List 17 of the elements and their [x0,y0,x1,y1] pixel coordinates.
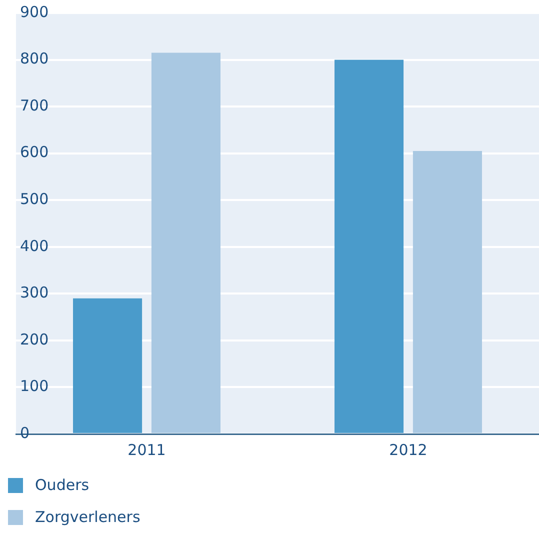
y-tick-label: 100 [20,377,49,396]
bar [151,52,220,433]
y-tick-label: 400 [20,236,49,255]
bar [412,150,482,433]
y-tick-label: 800 [20,50,49,68]
bar [73,298,142,433]
x-tick-label: 2012 [389,440,428,459]
y-tick-label: 300 [20,284,49,302]
bar [334,60,404,433]
y-tick-label: 700 [20,96,49,114]
y-tick-label: 200 [20,330,49,348]
y-tick-label: 900 [20,2,49,21]
y-tick-label: 600 [20,143,49,162]
y-tick-label: 500 [20,190,49,208]
x-tick-label: 2011 [128,440,166,459]
legend-label: Zorgverleners [35,508,140,526]
legend-label: Ouders [35,476,90,494]
